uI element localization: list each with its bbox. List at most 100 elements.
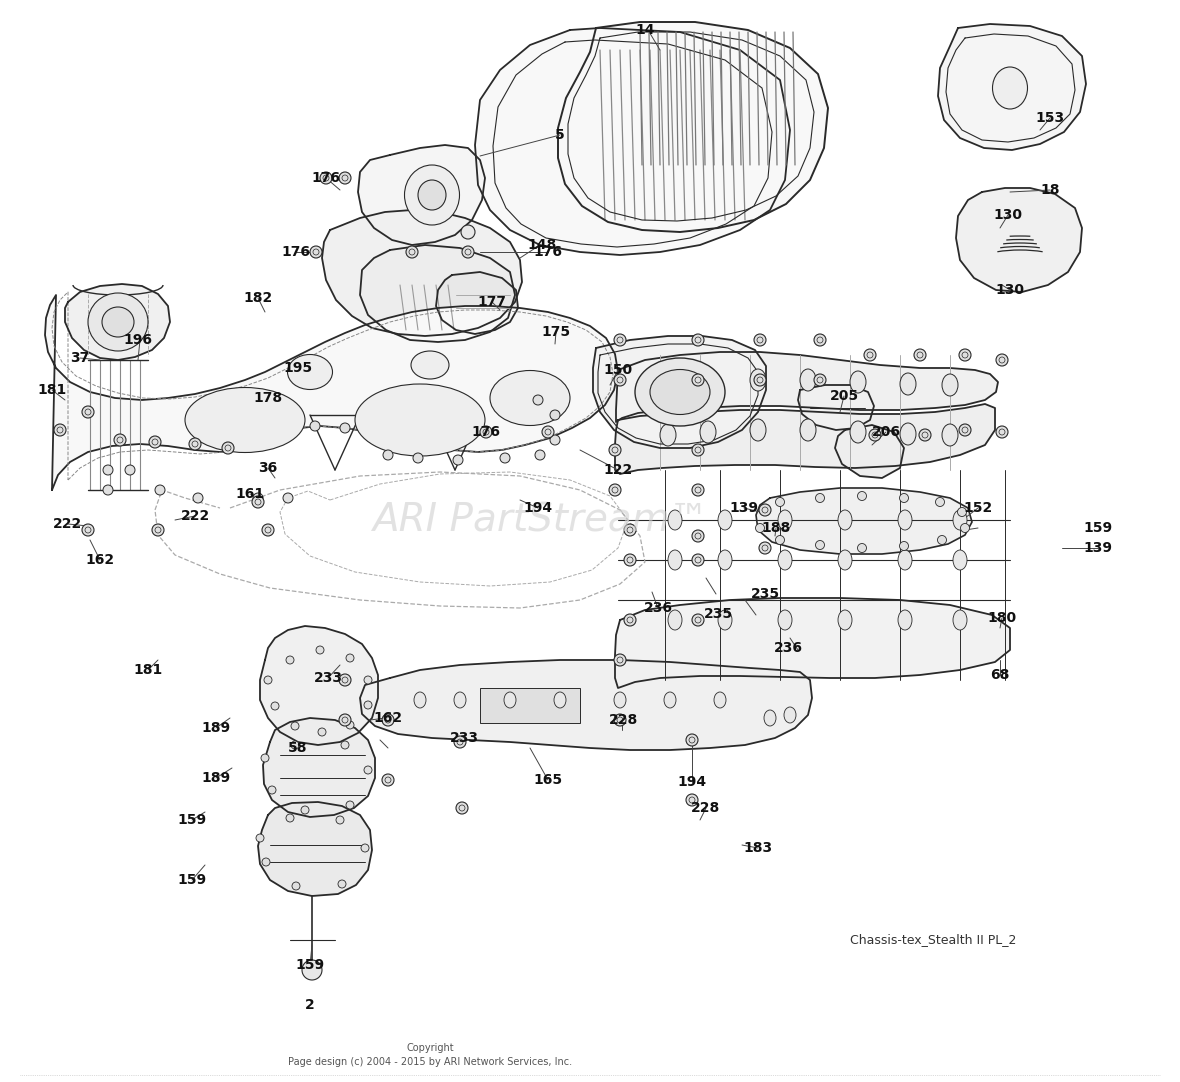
Text: 159: 159 (295, 958, 324, 972)
Ellipse shape (609, 444, 621, 456)
Ellipse shape (750, 369, 766, 391)
Text: 181: 181 (38, 383, 66, 397)
Ellipse shape (759, 542, 771, 554)
Polygon shape (756, 488, 972, 554)
Text: 235: 235 (703, 607, 733, 621)
Ellipse shape (550, 435, 560, 445)
Text: 5: 5 (555, 128, 565, 142)
Ellipse shape (800, 369, 817, 391)
Ellipse shape (700, 371, 716, 393)
Ellipse shape (346, 721, 354, 729)
Text: 165: 165 (533, 773, 563, 787)
Text: 176: 176 (312, 171, 341, 185)
Ellipse shape (614, 334, 627, 346)
Ellipse shape (261, 754, 269, 762)
Ellipse shape (775, 536, 785, 544)
Ellipse shape (382, 714, 394, 726)
Ellipse shape (919, 428, 931, 441)
Text: 37: 37 (71, 351, 90, 365)
Polygon shape (835, 425, 904, 478)
Ellipse shape (291, 722, 299, 730)
Text: 233: 233 (314, 671, 342, 685)
Ellipse shape (635, 358, 725, 426)
Text: 159: 159 (177, 813, 206, 827)
Ellipse shape (382, 774, 394, 786)
Ellipse shape (953, 550, 966, 570)
Ellipse shape (838, 610, 852, 630)
Text: 205: 205 (830, 390, 859, 403)
Ellipse shape (778, 510, 792, 530)
Text: 182: 182 (243, 291, 273, 305)
Ellipse shape (900, 423, 916, 445)
Ellipse shape (899, 493, 909, 502)
Ellipse shape (784, 707, 797, 723)
Text: 194: 194 (524, 501, 552, 515)
Ellipse shape (189, 438, 201, 450)
Ellipse shape (624, 613, 636, 626)
Text: 194: 194 (677, 775, 707, 789)
Ellipse shape (406, 246, 418, 258)
Ellipse shape (686, 734, 699, 745)
Text: 236: 236 (643, 601, 673, 615)
Text: 18: 18 (1041, 183, 1060, 197)
Polygon shape (360, 660, 812, 750)
Ellipse shape (286, 656, 294, 664)
Ellipse shape (384, 450, 393, 460)
Ellipse shape (992, 67, 1028, 109)
Ellipse shape (691, 554, 704, 566)
Ellipse shape (937, 536, 946, 544)
Ellipse shape (614, 374, 627, 386)
Polygon shape (616, 352, 998, 422)
Text: 236: 236 (774, 641, 802, 655)
Text: 196: 196 (124, 333, 152, 347)
Text: 189: 189 (202, 721, 230, 735)
Ellipse shape (361, 844, 369, 852)
Ellipse shape (959, 424, 971, 436)
Ellipse shape (942, 374, 958, 396)
Ellipse shape (614, 692, 627, 708)
Ellipse shape (101, 307, 135, 337)
Ellipse shape (953, 510, 966, 530)
Ellipse shape (814, 334, 826, 346)
Ellipse shape (864, 349, 876, 361)
Ellipse shape (262, 858, 270, 866)
Text: 148: 148 (527, 238, 557, 252)
Text: 235: 235 (750, 588, 780, 601)
Ellipse shape (341, 741, 349, 749)
Ellipse shape (660, 374, 676, 396)
Text: 222: 222 (181, 509, 210, 523)
Text: 36: 36 (258, 461, 277, 475)
Text: 152: 152 (963, 501, 992, 515)
Ellipse shape (650, 369, 710, 414)
Text: 228: 228 (691, 801, 721, 815)
Ellipse shape (411, 351, 450, 379)
Text: 159: 159 (177, 873, 206, 887)
Polygon shape (476, 28, 789, 255)
Ellipse shape (550, 410, 560, 420)
Ellipse shape (755, 524, 765, 532)
Ellipse shape (815, 541, 825, 550)
Text: 150: 150 (603, 362, 632, 377)
Text: 206: 206 (872, 425, 900, 439)
Text: 176: 176 (472, 425, 500, 439)
Ellipse shape (54, 424, 66, 436)
Polygon shape (435, 272, 518, 334)
Ellipse shape (942, 424, 958, 446)
Text: 188: 188 (761, 522, 791, 535)
Ellipse shape (668, 610, 682, 630)
Polygon shape (615, 404, 995, 474)
Ellipse shape (691, 444, 704, 456)
Ellipse shape (81, 524, 94, 536)
Ellipse shape (717, 510, 732, 530)
Ellipse shape (149, 436, 160, 448)
Ellipse shape (754, 334, 766, 346)
Ellipse shape (152, 524, 164, 536)
Ellipse shape (253, 496, 264, 509)
Polygon shape (798, 385, 874, 430)
Ellipse shape (336, 816, 345, 824)
Text: 153: 153 (1035, 111, 1064, 126)
Bar (480, 688, 581, 723)
Polygon shape (358, 145, 485, 245)
Ellipse shape (310, 246, 322, 258)
Text: 139: 139 (729, 501, 759, 515)
